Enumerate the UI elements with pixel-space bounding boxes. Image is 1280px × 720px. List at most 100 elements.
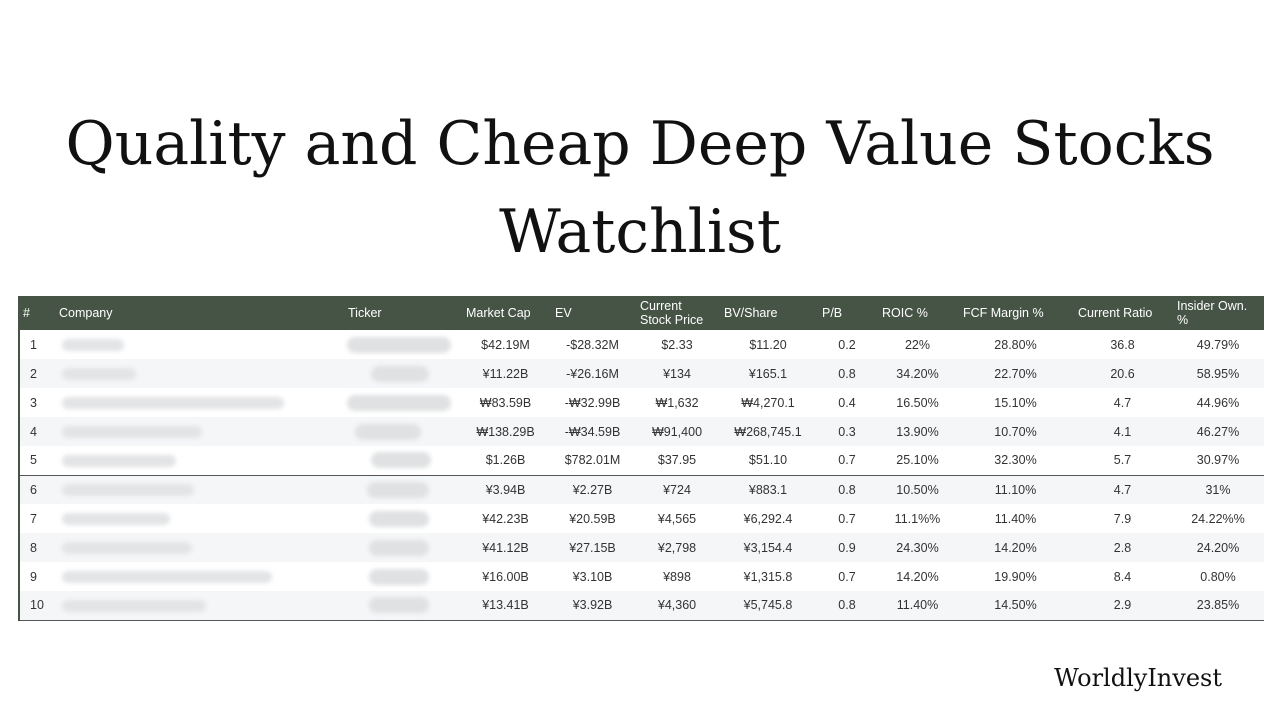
table-row: 6 ¥3.94B ¥2.27B ¥724 ¥883.1 0.8 10.50% 1… [18,475,1264,504]
cell-bv-share: ¥1,315.8 [743,569,793,584]
cell-roic: 13.90% [896,424,939,439]
cell-fcf-margin: 22.70% [994,366,1037,381]
cell-price: ¥4,360 [657,598,697,613]
cell-number: 3 [30,395,37,410]
cell-bv-share: ₩268,745.1 [734,424,802,439]
cell-fcf-margin: 10.70% [994,424,1037,439]
cell-insider-own: 24.20% [1196,540,1240,555]
table-row: 8 ¥41.12B ¥27.15B ¥2,798 ¥3,154.4 0.9 24… [18,533,1264,562]
redacted-ticker-blur [347,336,451,353]
cell-roic: 11.1%% [894,511,941,526]
cell-company-redacted [54,446,343,475]
table-row: 10 ¥13.41B ¥3.92B ¥4,360 ¥5,745.8 0.8 11… [18,591,1264,620]
cell-roic: 34.20% [896,366,939,381]
cell-current-ratio: 2.8 [1113,540,1132,555]
redacted-ticker-blur [347,394,451,411]
table-header: # Company Ticker Market Cap EV Current S… [18,296,1264,330]
cell-market-cap: ¥41.12B [482,540,529,555]
cell-ticker-redacted [343,562,461,591]
cell-ev: $782.01M [564,453,621,468]
cell-roic: 22% [904,337,931,352]
cell-ticker-redacted [343,533,461,562]
redacted-ticker-blur [367,481,429,498]
cell-pb: 0.4 [838,395,856,410]
cell-company-redacted [54,562,343,591]
cell-market-cap: ¥3.94B [485,482,526,497]
cell-roic: 10.50% [896,482,939,497]
cell-current-ratio: 7.9 [1113,511,1132,526]
cell-insider-own: 30.97% [1196,453,1240,468]
cell-price: ¥724 [663,482,691,497]
col-header-current-stock-price: Current Stock Price [640,299,704,327]
cell-bv-share: $11.20 [749,337,787,352]
cell-bv-share: $51.10 [748,453,788,468]
cell-insider-own: 31% [1205,482,1231,497]
header-row: # Company Ticker Market Cap EV Current S… [18,296,1264,330]
cell-current-ratio: 36.8 [1110,337,1135,352]
redacted-company-blur [62,484,194,497]
cell-market-cap: ¥16.00B [482,569,529,584]
table-row: 1 $42.19M -$28.32M $2.33 $11.20 0.2 22% … [18,330,1264,359]
brand-watermark: WorldlyInvest [1054,664,1222,692]
table-row: 2 ¥11.22B -¥26.16M ¥134 ¥165.1 0.8 34.20… [18,359,1264,388]
cell-number: 7 [30,511,37,526]
col-header-market-cap: Market Cap [466,306,531,320]
cell-ticker-redacted [343,504,461,533]
cell-fcf-margin: 11.10% [994,482,1037,497]
cell-ev: -₩34.59B [564,424,621,439]
cell-ticker-redacted [343,591,461,620]
cell-fcf-margin: 11.40% [994,511,1037,526]
watchlist-table: # Company Ticker Market Cap EV Current S… [18,296,1264,621]
cell-company-redacted [54,330,343,359]
table-row: 5 $1.26B $782.01M $37.95 $51.10 0.7 25.1… [18,446,1264,475]
cell-number: 4 [30,424,37,439]
redacted-ticker-blur [355,423,421,440]
col-header-bv-share: BV/Share [724,306,778,320]
cell-ticker-redacted [343,330,461,359]
cell-company-redacted [54,359,343,388]
cell-company-redacted [54,533,343,562]
col-header-number: # [23,306,30,320]
cell-pb: 0.8 [838,482,856,497]
cell-price: ₩1,632 [655,395,699,410]
cell-market-cap: ¥42.23B [482,511,529,526]
cell-market-cap: ₩138.29B [476,424,535,439]
cell-roic: 14.20% [896,569,939,584]
col-header-insider-own: Insider Own. % [1177,299,1248,327]
redacted-company-blur [62,542,192,555]
cell-price: $2.33 [661,337,693,352]
cell-current-ratio: 8.4 [1113,569,1132,584]
cell-ev: -₩32.99B [564,395,621,410]
redacted-company-blur [62,513,170,526]
cell-current-ratio: 4.7 [1113,482,1132,497]
cell-ev: ¥20.59B [569,511,616,526]
cell-pb: 0.3 [838,424,856,439]
cell-insider-own: 24.22%% [1191,511,1245,526]
redacted-company-blur [62,571,272,584]
cell-ev: ¥3.92B [572,598,613,613]
cell-roic: 16.50% [896,395,939,410]
col-header-ev: EV [555,306,572,320]
redacted-ticker-blur [369,510,429,527]
table-row: 9 ¥16.00B ¥3.10B ¥898 ¥1,315.8 0.7 14.20… [18,562,1264,591]
cell-pb: 0.2 [838,337,856,352]
cell-bv-share: ₩4,270.1 [741,395,795,410]
cell-pb: 0.9 [838,540,856,555]
redacted-ticker-blur [371,365,429,382]
cell-bv-share: ¥883.1 [748,482,788,497]
redacted-company-blur [62,454,176,467]
watchlist-table-container: # Company Ticker Market Cap EV Current S… [18,296,1264,621]
cell-ev: ¥27.15B [569,540,616,555]
cell-ev: -¥26.16M [566,366,619,381]
cell-price: $37.95 [657,453,697,468]
cell-insider-own: 58.95% [1196,366,1240,381]
cell-ticker-redacted [343,446,461,475]
cell-pb: 0.8 [838,598,856,613]
table-row: 3 ₩83.59B -₩32.99B ₩1,632 ₩4,270.1 0.4 1… [18,388,1264,417]
cell-fcf-margin: 14.50% [994,598,1037,613]
cell-ev: -$28.32M [566,337,619,352]
cell-roic: 11.40% [896,598,939,613]
cell-fcf-margin: 15.10% [994,395,1037,410]
cell-price: ¥898 [663,569,691,584]
cell-ticker-redacted [343,475,461,504]
